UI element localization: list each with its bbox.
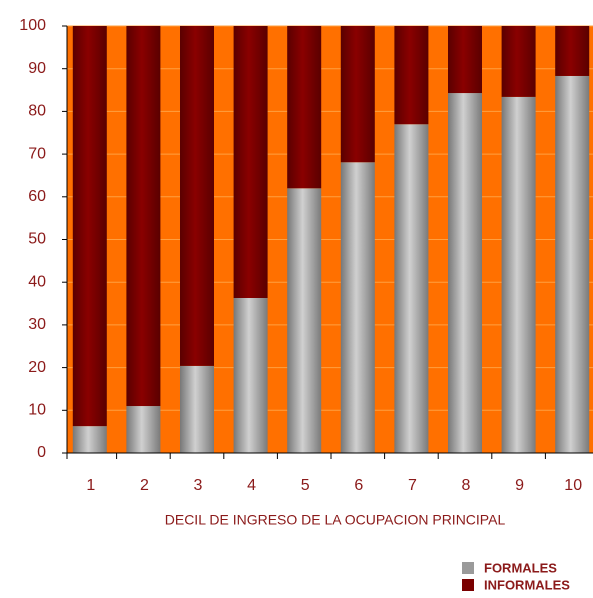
y-tick-label: 70: [28, 145, 46, 162]
bar-segment: [233, 26, 268, 298]
y-tick-label: 30: [28, 316, 46, 333]
bar-segment: [555, 75, 590, 454]
bar-segment: [287, 26, 322, 189]
x-axis-title: DECIL DE INGRESO DE LA OCUPACION PRINCIP…: [165, 512, 506, 528]
legend-label: INFORMALES: [484, 577, 570, 592]
bar-segment: [72, 26, 107, 427]
x-tick-label: 3: [194, 477, 203, 494]
bar-segment: [180, 26, 214, 366]
bar-segment: [394, 26, 429, 125]
x-tick-label: 2: [140, 477, 149, 494]
bar-segment: [72, 426, 107, 453]
x-tick-label: 5: [301, 477, 310, 494]
bar-segment: [394, 124, 429, 454]
bar-segment: [448, 26, 482, 94]
bar-segment: [126, 406, 161, 453]
x-tick-label: 1: [86, 477, 95, 494]
bar-segment: [126, 26, 161, 407]
bar-segment: [340, 26, 375, 163]
y-tick-label: 60: [28, 188, 46, 205]
bar-segment: [555, 26, 590, 76]
bar-segment: [180, 365, 214, 453]
legend-swatch: [462, 562, 474, 574]
y-tick-label: 90: [28, 60, 46, 77]
bar-segment: [501, 96, 536, 454]
bar-segment: [501, 26, 536, 97]
y-tick-label: 80: [28, 103, 46, 120]
x-tick-label: 4: [247, 477, 256, 494]
y-tick-label: 40: [28, 273, 46, 290]
legend-label: FORMALES: [484, 560, 557, 575]
bar-segment: [340, 162, 375, 453]
y-tick-label: 100: [19, 17, 46, 34]
x-tick-label: 9: [515, 477, 524, 494]
legend-swatch: [462, 579, 474, 591]
y-tick-label: 20: [28, 359, 46, 376]
bar-segment: [233, 297, 268, 453]
y-tick-label: 0: [37, 444, 46, 461]
bar-segment: [287, 188, 322, 453]
y-tick-label: 50: [28, 231, 46, 248]
bar-segment: [448, 93, 482, 453]
x-tick-label: 7: [408, 477, 417, 494]
x-tick-label: 10: [564, 477, 582, 494]
x-tick-label: 8: [462, 477, 471, 494]
x-tick-label: 6: [354, 477, 363, 494]
y-tick-label: 10: [28, 402, 46, 419]
